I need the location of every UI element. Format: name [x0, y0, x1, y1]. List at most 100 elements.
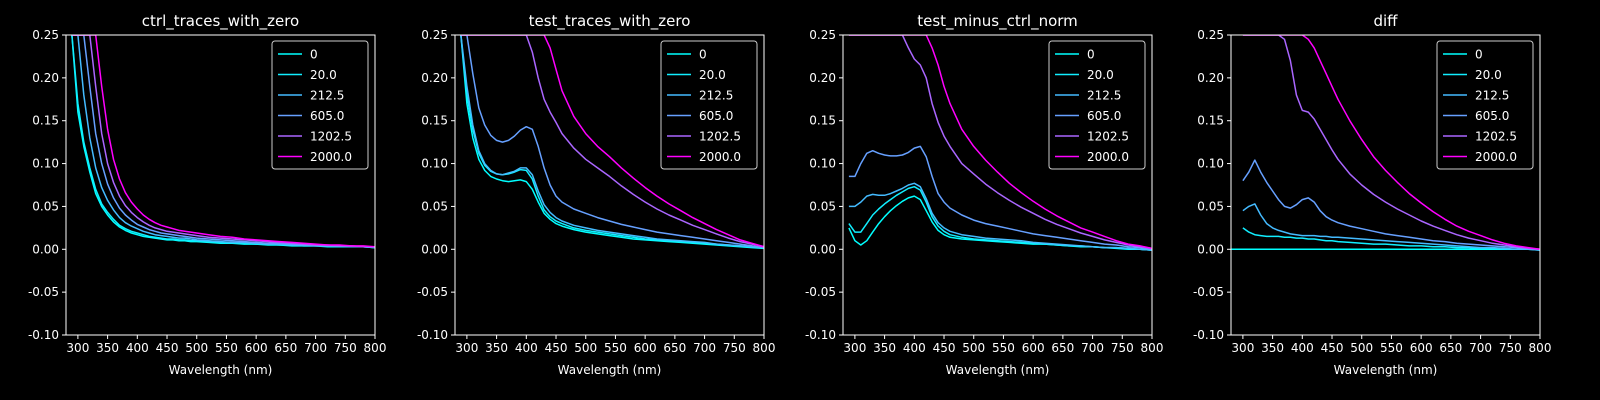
- x-tick-label: 600: [245, 341, 268, 355]
- series-line-2000.0: [460, 35, 764, 248]
- legend-entry: 0: [310, 48, 318, 62]
- legend-entry: 605.0: [699, 109, 733, 123]
- x-tick-label: 550: [992, 341, 1015, 355]
- y-tick-label: -0.10: [28, 328, 59, 342]
- legend-entry: 0: [699, 48, 707, 62]
- x-tick-label: 800: [1141, 341, 1164, 355]
- legend-entry: 0: [1087, 48, 1095, 62]
- axes-frame: [454, 34, 765, 336]
- series-group: [1231, 35, 1540, 251]
- legend-entry: 212.5: [310, 89, 344, 103]
- y-tick-label: 0.15: [32, 114, 59, 128]
- legend-entry: 2000.0: [699, 150, 741, 164]
- x-tick-label: 650: [274, 341, 297, 355]
- x-tick-label: 350: [485, 341, 508, 355]
- x-tick-label: 300: [843, 341, 866, 355]
- y-tick-label: 0.05: [1197, 199, 1224, 213]
- series-group: [71, 35, 375, 249]
- y-tick-label: 0.05: [421, 199, 448, 213]
- y-tick-label: -0.05: [417, 285, 448, 299]
- y-tick-label: -0.10: [805, 328, 836, 342]
- x-axis-label: Wavelength (nm): [558, 363, 662, 377]
- x-tick-label: 650: [1051, 341, 1074, 355]
- legend-entry: 1202.5: [699, 130, 741, 144]
- legend-box: [271, 40, 369, 170]
- y-tick-label: 0.10: [32, 157, 59, 171]
- x-axis-label: Wavelength (nm): [169, 363, 273, 377]
- y-tick-label: 0.25: [809, 28, 836, 42]
- legend-entry: 212.5: [1475, 89, 1509, 103]
- x-tick-label: 550: [604, 341, 627, 355]
- series-line-20.0: [1242, 227, 1540, 251]
- x-tick-label: 700: [1469, 341, 1492, 355]
- legend-entry: 2000.0: [1475, 150, 1517, 164]
- series-line-0: [460, 35, 764, 250]
- series-line-212.5: [1242, 203, 1540, 251]
- x-tick-label: 400: [126, 341, 149, 355]
- legend-entry: 2000.0: [1087, 150, 1129, 164]
- x-tick-label: 800: [753, 341, 776, 355]
- legend-entry: 20.0: [1475, 68, 1502, 82]
- axes-frame: [1230, 34, 1541, 336]
- series-line-2000.0: [1242, 35, 1540, 251]
- legend-entry: 1202.5: [1475, 130, 1517, 144]
- panel-4: diff 300 350 400 450 500 550 600 650 700 750 800 -0.…: [1193, 12, 1552, 377]
- axes-frame: [65, 34, 376, 336]
- legend-box: [1048, 40, 1146, 170]
- y-tick-label: 0.20: [32, 71, 59, 85]
- y-tick-label: 0.05: [809, 199, 836, 213]
- x-tick-label: 500: [574, 341, 597, 355]
- legend-entry: 20.0: [1087, 68, 1114, 82]
- x-tick-label: 500: [1350, 341, 1373, 355]
- x-tick-label: 700: [693, 341, 716, 355]
- legend-entry: 1202.5: [310, 130, 352, 144]
- panel-1: ctrl_traces_with_zero 300 350 400 450 500 550 6…: [28, 12, 387, 377]
- y-tick-label: 0.10: [421, 157, 448, 171]
- x-tick-label: 350: [96, 341, 119, 355]
- x-tick-label: 400: [903, 341, 926, 355]
- legend: 0 20.0 212.5 605.0 1202.5 2000.0: [660, 40, 758, 170]
- series-line-1202.5: [71, 35, 375, 248]
- axes-frame: [842, 34, 1153, 336]
- series-line-605.0: [460, 35, 764, 249]
- x-tick-label: 300: [1231, 341, 1254, 355]
- x-tick-label: 350: [1261, 341, 1284, 355]
- x-tick-label: 650: [663, 341, 686, 355]
- y-tick-label: 0.05: [32, 199, 59, 213]
- legend-entry: 1202.5: [1087, 130, 1129, 144]
- series-line-212.5: [460, 35, 764, 249]
- y-tick-label: -0.05: [28, 285, 59, 299]
- legend-entry: 0: [1475, 48, 1483, 62]
- y-tick-label: -0.05: [805, 285, 836, 299]
- y-tick-label: 0.00: [421, 242, 448, 256]
- panel-2: test_traces_with_zero 300 350 400 450 500 550 6…: [417, 12, 776, 377]
- x-tick-label: 450: [545, 341, 568, 355]
- y-tick-label: 0.00: [32, 242, 59, 256]
- legend-entry: 20.0: [699, 68, 726, 82]
- x-tick-label: 600: [1410, 341, 1433, 355]
- y-tick-label: 0.15: [1197, 114, 1224, 128]
- x-tick-label: 800: [364, 341, 387, 355]
- x-tick-label: 450: [156, 341, 179, 355]
- y-tick-label: 0.25: [1197, 28, 1224, 42]
- x-tick-label: 500: [185, 341, 208, 355]
- x-tick-label: 300: [66, 341, 89, 355]
- x-tick-label: 750: [723, 341, 746, 355]
- chart-title: ctrl_traces_with_zero: [142, 12, 299, 31]
- y-tick-label: 0.25: [421, 28, 448, 42]
- panel-3: test_minus_ctrl_norm 300 350 400 450 500 550 60…: [805, 12, 1164, 377]
- chart-title: test_traces_with_zero: [529, 12, 691, 31]
- x-tick-label: 750: [334, 341, 357, 355]
- series-line-1202.5: [1242, 35, 1540, 251]
- y-tick-label: 0.10: [809, 157, 836, 171]
- legend: 0 20.0 212.5 605.0 1202.5 2000.0: [1048, 40, 1146, 170]
- y-tick-label: 0.15: [809, 114, 836, 128]
- legend-entry: 605.0: [310, 109, 344, 123]
- legend-entry: 20.0: [310, 68, 337, 82]
- x-tick-label: 300: [455, 341, 478, 355]
- y-tick-label: -0.05: [1193, 285, 1224, 299]
- legend: 0 20.0 212.5 605.0 1202.5 2000.0: [1436, 40, 1534, 170]
- subplot-panels: ctrl_traces_with_zero 300 350 400 450 500 550 6…: [28, 12, 1552, 377]
- y-tick-label: -0.10: [1193, 328, 1224, 342]
